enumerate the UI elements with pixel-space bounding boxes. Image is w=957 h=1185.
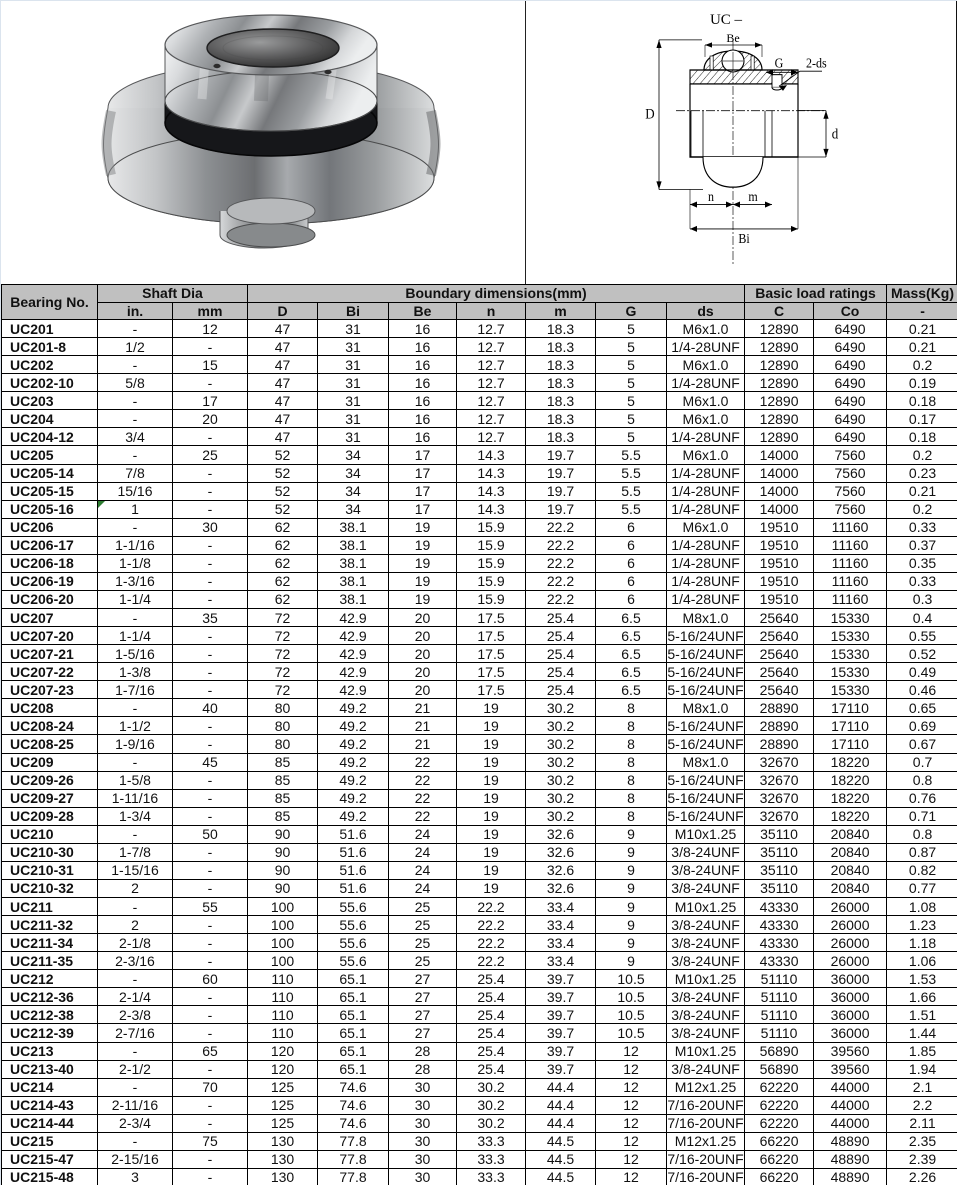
svg-text:Be: Be (726, 31, 739, 45)
svg-text:d: d (832, 126, 838, 143)
svg-text:G: G (775, 55, 784, 71)
svg-text:n: n (708, 188, 714, 204)
svg-text:2-ds: 2-ds (806, 55, 827, 71)
svg-text:m: m (748, 188, 757, 204)
svg-text:Bi: Bi (738, 230, 750, 246)
svg-text:D: D (645, 106, 654, 123)
svg-text:UC –: UC – (710, 12, 743, 28)
